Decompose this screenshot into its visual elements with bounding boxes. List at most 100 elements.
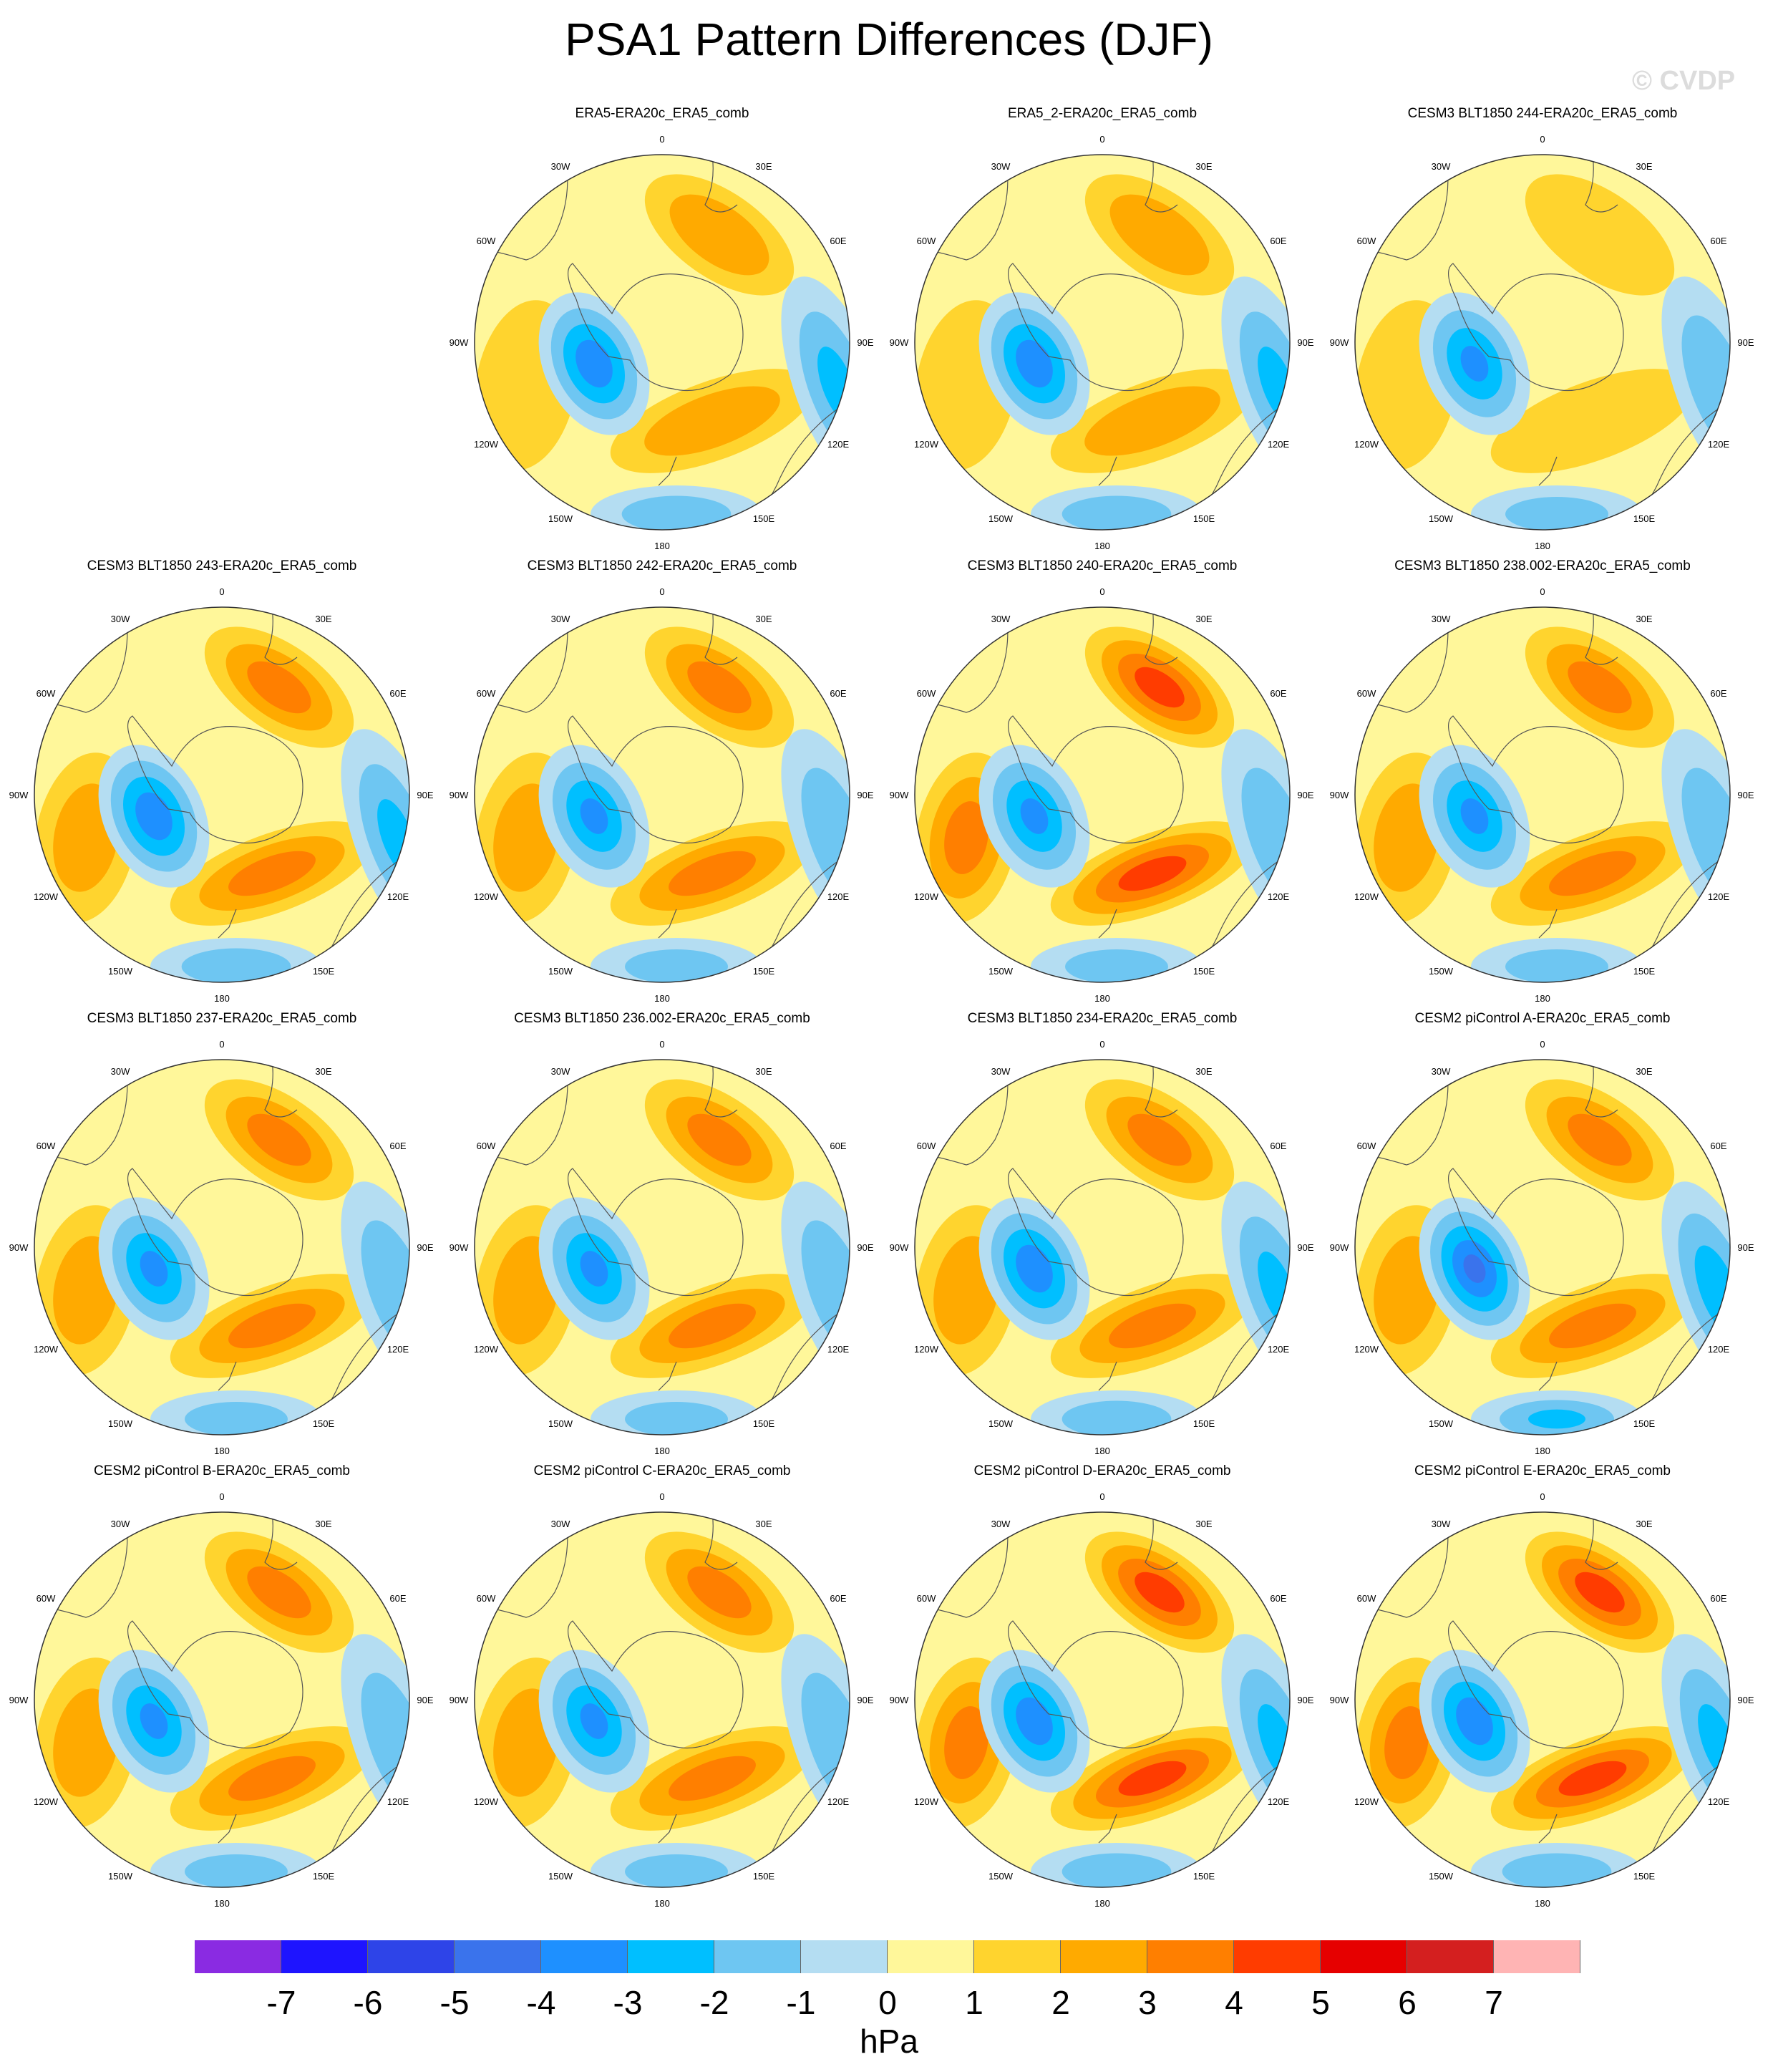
antarctica-coastline xyxy=(568,263,744,391)
longitude-label: 150E xyxy=(1633,966,1656,977)
longitude-label: 60E xyxy=(830,1593,846,1604)
positive-anomaly-contour xyxy=(228,1303,316,1349)
longitude-label: 90W xyxy=(890,337,909,348)
colorbar-box xyxy=(1321,1940,1407,1973)
pressure-field xyxy=(475,607,850,982)
positive-anomaly-contour xyxy=(1109,1303,1196,1349)
longitude-label: 90W xyxy=(1330,790,1349,800)
pressure-field xyxy=(915,1060,1290,1435)
negative-anomaly-contour xyxy=(1463,1254,1486,1283)
positive-anomaly-contour xyxy=(247,661,311,714)
longitude-label: 120W xyxy=(914,891,939,902)
negative-anomaly-contour xyxy=(1062,1400,1172,1435)
pressure-field xyxy=(34,607,409,982)
longitude-label: 30E xyxy=(755,161,772,172)
longitude-label: 90E xyxy=(1297,790,1313,800)
longitude-label: 60W xyxy=(1357,1593,1376,1604)
map-panel: CESM3 BLT1850 242-ERA20c_ERA5_comb 0 30E 60… xyxy=(440,558,884,1010)
longitude-label: 60W xyxy=(917,236,936,246)
positive-anomaly-contour xyxy=(228,1756,316,1801)
longitude-label: 90E xyxy=(857,337,873,348)
positive-anomaly-contour xyxy=(644,386,780,456)
positive-anomaly-contour xyxy=(944,801,988,874)
longitude-label: 120W xyxy=(1354,439,1379,450)
positive-anomaly-contour xyxy=(1549,851,1636,896)
colorbar-tick-label: 4 xyxy=(1225,1984,1243,2021)
africa-coastline xyxy=(264,1060,298,1118)
longitude-label: 60E xyxy=(389,1141,406,1151)
colorbar-tick-label: 3 xyxy=(1138,1984,1157,2021)
longitude-label: 90E xyxy=(1737,1695,1754,1705)
new-zealand-coastline xyxy=(658,909,677,939)
negative-anomaly-contour xyxy=(580,1703,608,1739)
colorbar-units: hPa xyxy=(860,2023,918,2060)
positive-anomaly-contour xyxy=(944,1706,988,1779)
longitude-label: 0 xyxy=(1540,134,1545,145)
longitude-label: 60W xyxy=(37,688,56,699)
longitude-label: 30E xyxy=(755,1519,772,1529)
new-zealand-coastline xyxy=(1098,456,1117,486)
negative-anomaly-contour xyxy=(1456,1697,1493,1746)
positive-anomaly-contour xyxy=(1558,1761,1627,1796)
colorbar-tick-label: 5 xyxy=(1311,1984,1330,2021)
longitude-label: 90E xyxy=(1297,1242,1313,1253)
map-border xyxy=(914,1059,1291,1436)
longitude-label: 90W xyxy=(1330,1695,1349,1705)
colorbar-tick-label: -4 xyxy=(526,1984,556,2021)
colorbar-box xyxy=(1147,1940,1234,1973)
positive-anomaly-contour xyxy=(1549,1303,1636,1349)
panel-title: CESM2 piControl A-ERA20c_ERA5_comb xyxy=(1414,1011,1671,1026)
map-border xyxy=(34,606,410,983)
polar-map: 0 30E 60E 90E 120E 150E 180 150W 120W 90W 60W 30W xyxy=(890,586,1314,1004)
longitude-label: 90E xyxy=(417,1242,433,1253)
colorbar-box xyxy=(1061,1940,1147,1973)
longitude-label: 180 xyxy=(214,1446,230,1456)
negative-anomaly-contour xyxy=(1016,1244,1053,1293)
pressure-field xyxy=(34,1512,409,1887)
pressure-field xyxy=(915,607,1290,982)
longitude-label: 120E xyxy=(387,1796,409,1807)
antarctica-coastline xyxy=(1008,263,1184,391)
africa-coastline xyxy=(1145,1512,1178,1570)
negative-anomaly-contour xyxy=(1020,798,1049,834)
polar-map: 0 30E 60E 90E 120E 150E 180 150W 120W 90W 60W 30W xyxy=(890,1039,1314,1456)
negative-anomaly-contour xyxy=(135,792,173,841)
colorbar-tick-label: 0 xyxy=(878,1984,897,2021)
colorbar-box xyxy=(888,1940,974,1973)
longitude-label: 120E xyxy=(1708,439,1730,450)
longitude-label: 120E xyxy=(1708,1796,1730,1807)
longitude-label: 180 xyxy=(654,993,670,1004)
longitude-label: 180 xyxy=(214,993,230,1004)
positive-anomaly-contour xyxy=(1568,1113,1632,1166)
map-border xyxy=(34,1511,410,1888)
colorbar-box xyxy=(1234,1940,1321,1973)
new-zealand-coastline xyxy=(218,909,237,939)
longitude-label: 120E xyxy=(1708,1344,1730,1355)
new-zealand-coastline xyxy=(1538,456,1558,486)
pressure-field xyxy=(1355,1512,1730,1887)
antarctica-coastline xyxy=(1448,263,1624,391)
longitude-label: 150E xyxy=(313,966,335,977)
map-border xyxy=(34,1059,410,1436)
new-zealand-coastline xyxy=(218,1814,237,1844)
africa-coastline xyxy=(704,1060,738,1118)
map-border xyxy=(914,606,1291,983)
longitude-label: 120W xyxy=(914,439,939,450)
panel-title: CESM2 piControl B-ERA20c_ERA5_comb xyxy=(94,1463,350,1478)
pressure-field xyxy=(475,1512,850,1887)
map-panel: ERA5-ERA20c_ERA5_comb 0 30E 60E 90E 120E 150E 1… xyxy=(440,106,884,557)
longitude-label: 120W xyxy=(34,1344,59,1355)
map-border xyxy=(1354,1059,1731,1436)
longitude-label: 30W xyxy=(1432,1519,1451,1529)
colorbar-tick-label: -2 xyxy=(699,1984,729,2021)
antarctica-coastline xyxy=(1448,1168,1624,1296)
longitude-label: 120E xyxy=(1268,439,1290,450)
negative-anomaly-contour xyxy=(625,949,728,982)
panel-title: ERA5-ERA20c_ERA5_comb xyxy=(575,106,749,121)
negative-anomaly-contour xyxy=(580,1251,608,1287)
longitude-label: 30W xyxy=(991,1066,1011,1077)
longitude-label: 180 xyxy=(1094,541,1110,551)
pressure-field xyxy=(34,1060,409,1435)
negative-anomaly-contour xyxy=(1681,315,1730,455)
figure-title: PSA1 Pattern Differences (DJF) xyxy=(565,14,1213,65)
